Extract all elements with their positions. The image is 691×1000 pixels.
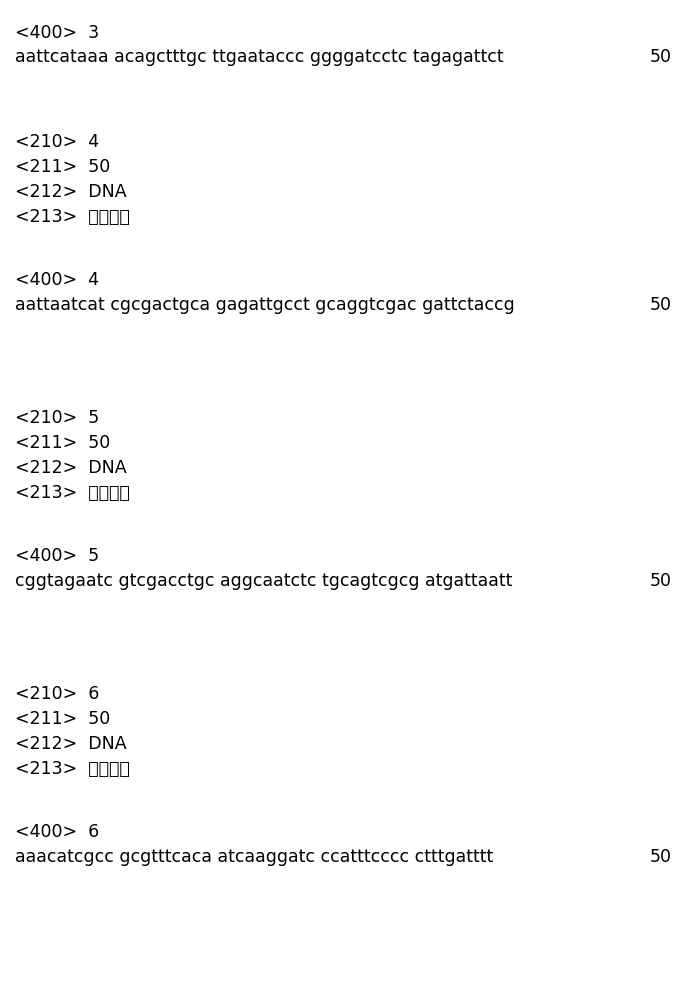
Text: <213>  人工合成: <213> 人工合成 [15,484,130,502]
Text: 50: 50 [650,572,672,590]
Text: aaacatcgcc gcgtttcaca atcaaggatc ccatttcccc ctttgatttt: aaacatcgcc gcgtttcaca atcaaggatc ccatttc… [15,848,493,866]
Text: <212>  DNA: <212> DNA [15,735,127,753]
Text: <211>  50: <211> 50 [15,158,111,176]
Text: <213>  人工合成: <213> 人工合成 [15,208,130,226]
Text: <400>  4: <400> 4 [15,271,100,289]
Text: <210>  6: <210> 6 [15,685,100,703]
Text: <211>  50: <211> 50 [15,710,111,728]
Text: <212>  DNA: <212> DNA [15,459,127,477]
Text: aattaatcat cgcgactgca gagattgcct gcaggtcgac gattctaccg: aattaatcat cgcgactgca gagattgcct gcaggtc… [15,296,515,314]
Text: <400>  6: <400> 6 [15,823,100,841]
Text: 50: 50 [650,296,672,314]
Text: cggtagaatc gtcgacctgc aggcaatctc tgcagtcgcg atgattaatt: cggtagaatc gtcgacctgc aggcaatctc tgcagtc… [15,572,513,590]
Text: <400>  5: <400> 5 [15,547,100,565]
Text: aattcataaa acagctttgc ttgaataccc ggggatcctc tagagattct: aattcataaa acagctttgc ttgaataccc ggggatc… [15,48,504,66]
Text: <210>  4: <210> 4 [15,133,100,151]
Text: <213>  人工合成: <213> 人工合成 [15,760,130,778]
Text: 50: 50 [650,848,672,866]
Text: <212>  DNA: <212> DNA [15,183,127,201]
Text: <400>  3: <400> 3 [15,24,100,42]
Text: <211>  50: <211> 50 [15,434,111,452]
Text: 50: 50 [650,48,672,66]
Text: <210>  5: <210> 5 [15,409,100,427]
